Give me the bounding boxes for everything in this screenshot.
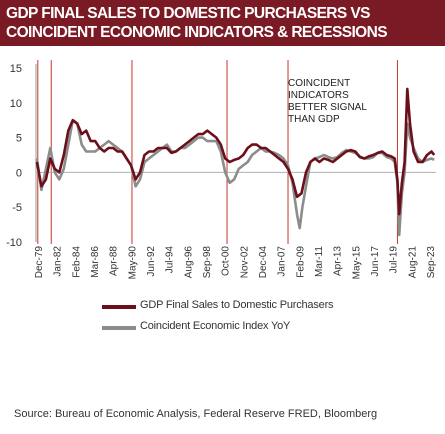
chart-series <box>35 87 436 237</box>
chart-title-line-1: GDP FINAL SALES TO DOMESTIC PURCHASERS V… <box>6 5 370 22</box>
y-tick-label: 5 <box>16 133 22 145</box>
x-tick-label: Dec-04 <box>258 246 269 279</box>
x-tick-label: Apr-13 <box>333 246 344 276</box>
x-tick-label: Sep-23 <box>426 246 437 279</box>
annotation-line: BETTER SIGNAL <box>288 102 367 113</box>
x-tick-label: Apr-88 <box>109 246 120 276</box>
chart-title-banner: GDP FINAL SALES TO DOMESTIC PURCHASERS V… <box>0 0 445 46</box>
x-tick-label: Jan-07 <box>277 246 288 277</box>
x-tick-label: Mar-11 <box>314 246 325 277</box>
y-tick-label: -10 <box>6 237 22 249</box>
x-tick-label: Jul-19 <box>389 246 400 274</box>
x-tick-label: Dec-79 <box>34 246 45 279</box>
legend-label-coincident: Coincident Economic Index YoY <box>140 320 291 332</box>
x-tick-label: Aug-96 <box>183 246 194 279</box>
x-tick-label: Aug-21 <box>407 246 418 279</box>
series-line-coincident <box>35 118 435 237</box>
x-tick-label: Nov-02 <box>239 246 250 279</box>
series-line-gdp <box>35 87 436 216</box>
source-note: Source: Bureau of Economic Analysis, Fed… <box>14 408 378 420</box>
annotation-line: INDICATORS <box>288 90 349 101</box>
line-chart: -10 -5 0 5 10 15 Dec-79 Jan-82 Feb-84 Mar-86 Apr-8… <box>6 60 437 279</box>
x-tick-label: May-15 <box>351 246 362 280</box>
x-tick-label: Feb-09 <box>295 246 306 278</box>
chart-axes: -10 -5 0 5 10 15 Dec-79 Jan-82 Feb-84 Mar-86 Apr-8… <box>6 63 437 279</box>
legend-label-gdp: GDP Final Sales to Domestic Purchasers <box>140 299 334 311</box>
annotation-line: COINCIDENT <box>288 78 350 89</box>
y-tick-label: 0 <box>16 167 22 179</box>
y-tick-label: -5 <box>12 202 22 214</box>
x-tick-label: Feb-84 <box>71 246 82 278</box>
x-tick-label: Sep-98 <box>202 246 213 279</box>
x-tick-label: Jun-17 <box>370 246 381 277</box>
legend-swatch-coincident <box>102 326 136 330</box>
chart-title-line-2: COINCIDENT ECONOMIC INDICATORS & RECESSI… <box>6 24 388 41</box>
legend-swatch-gdp <box>102 305 136 309</box>
x-tick-label: Jul-94 <box>165 246 176 274</box>
y-tick-label: 10 <box>10 98 22 110</box>
x-tick-label: Mar-86 <box>90 246 101 278</box>
legend-item-coincident: Coincident Economic Index YoY <box>102 319 432 337</box>
annotation-line: THAN GDP <box>288 114 340 125</box>
y-tick-label: 15 <box>10 63 22 75</box>
legend-item-gdp: GDP Final Sales to Domestic Purchasers <box>102 298 432 316</box>
x-tick-label: Oct-00 <box>221 246 232 276</box>
x-tick-label: Jan-82 <box>53 246 64 277</box>
x-tick-label: Jun-92 <box>146 246 157 277</box>
x-tick-label: May-90 <box>127 246 138 280</box>
recession-markers <box>37 60 398 244</box>
